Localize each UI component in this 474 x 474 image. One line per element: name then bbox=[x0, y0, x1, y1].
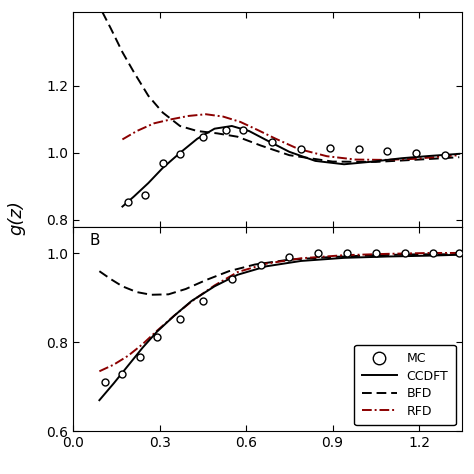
Text: g(z): g(z) bbox=[8, 201, 26, 236]
Text: B: B bbox=[89, 233, 100, 248]
Legend: MC, CCDFT, BFD, RFD: MC, CCDFT, BFD, RFD bbox=[354, 345, 456, 425]
